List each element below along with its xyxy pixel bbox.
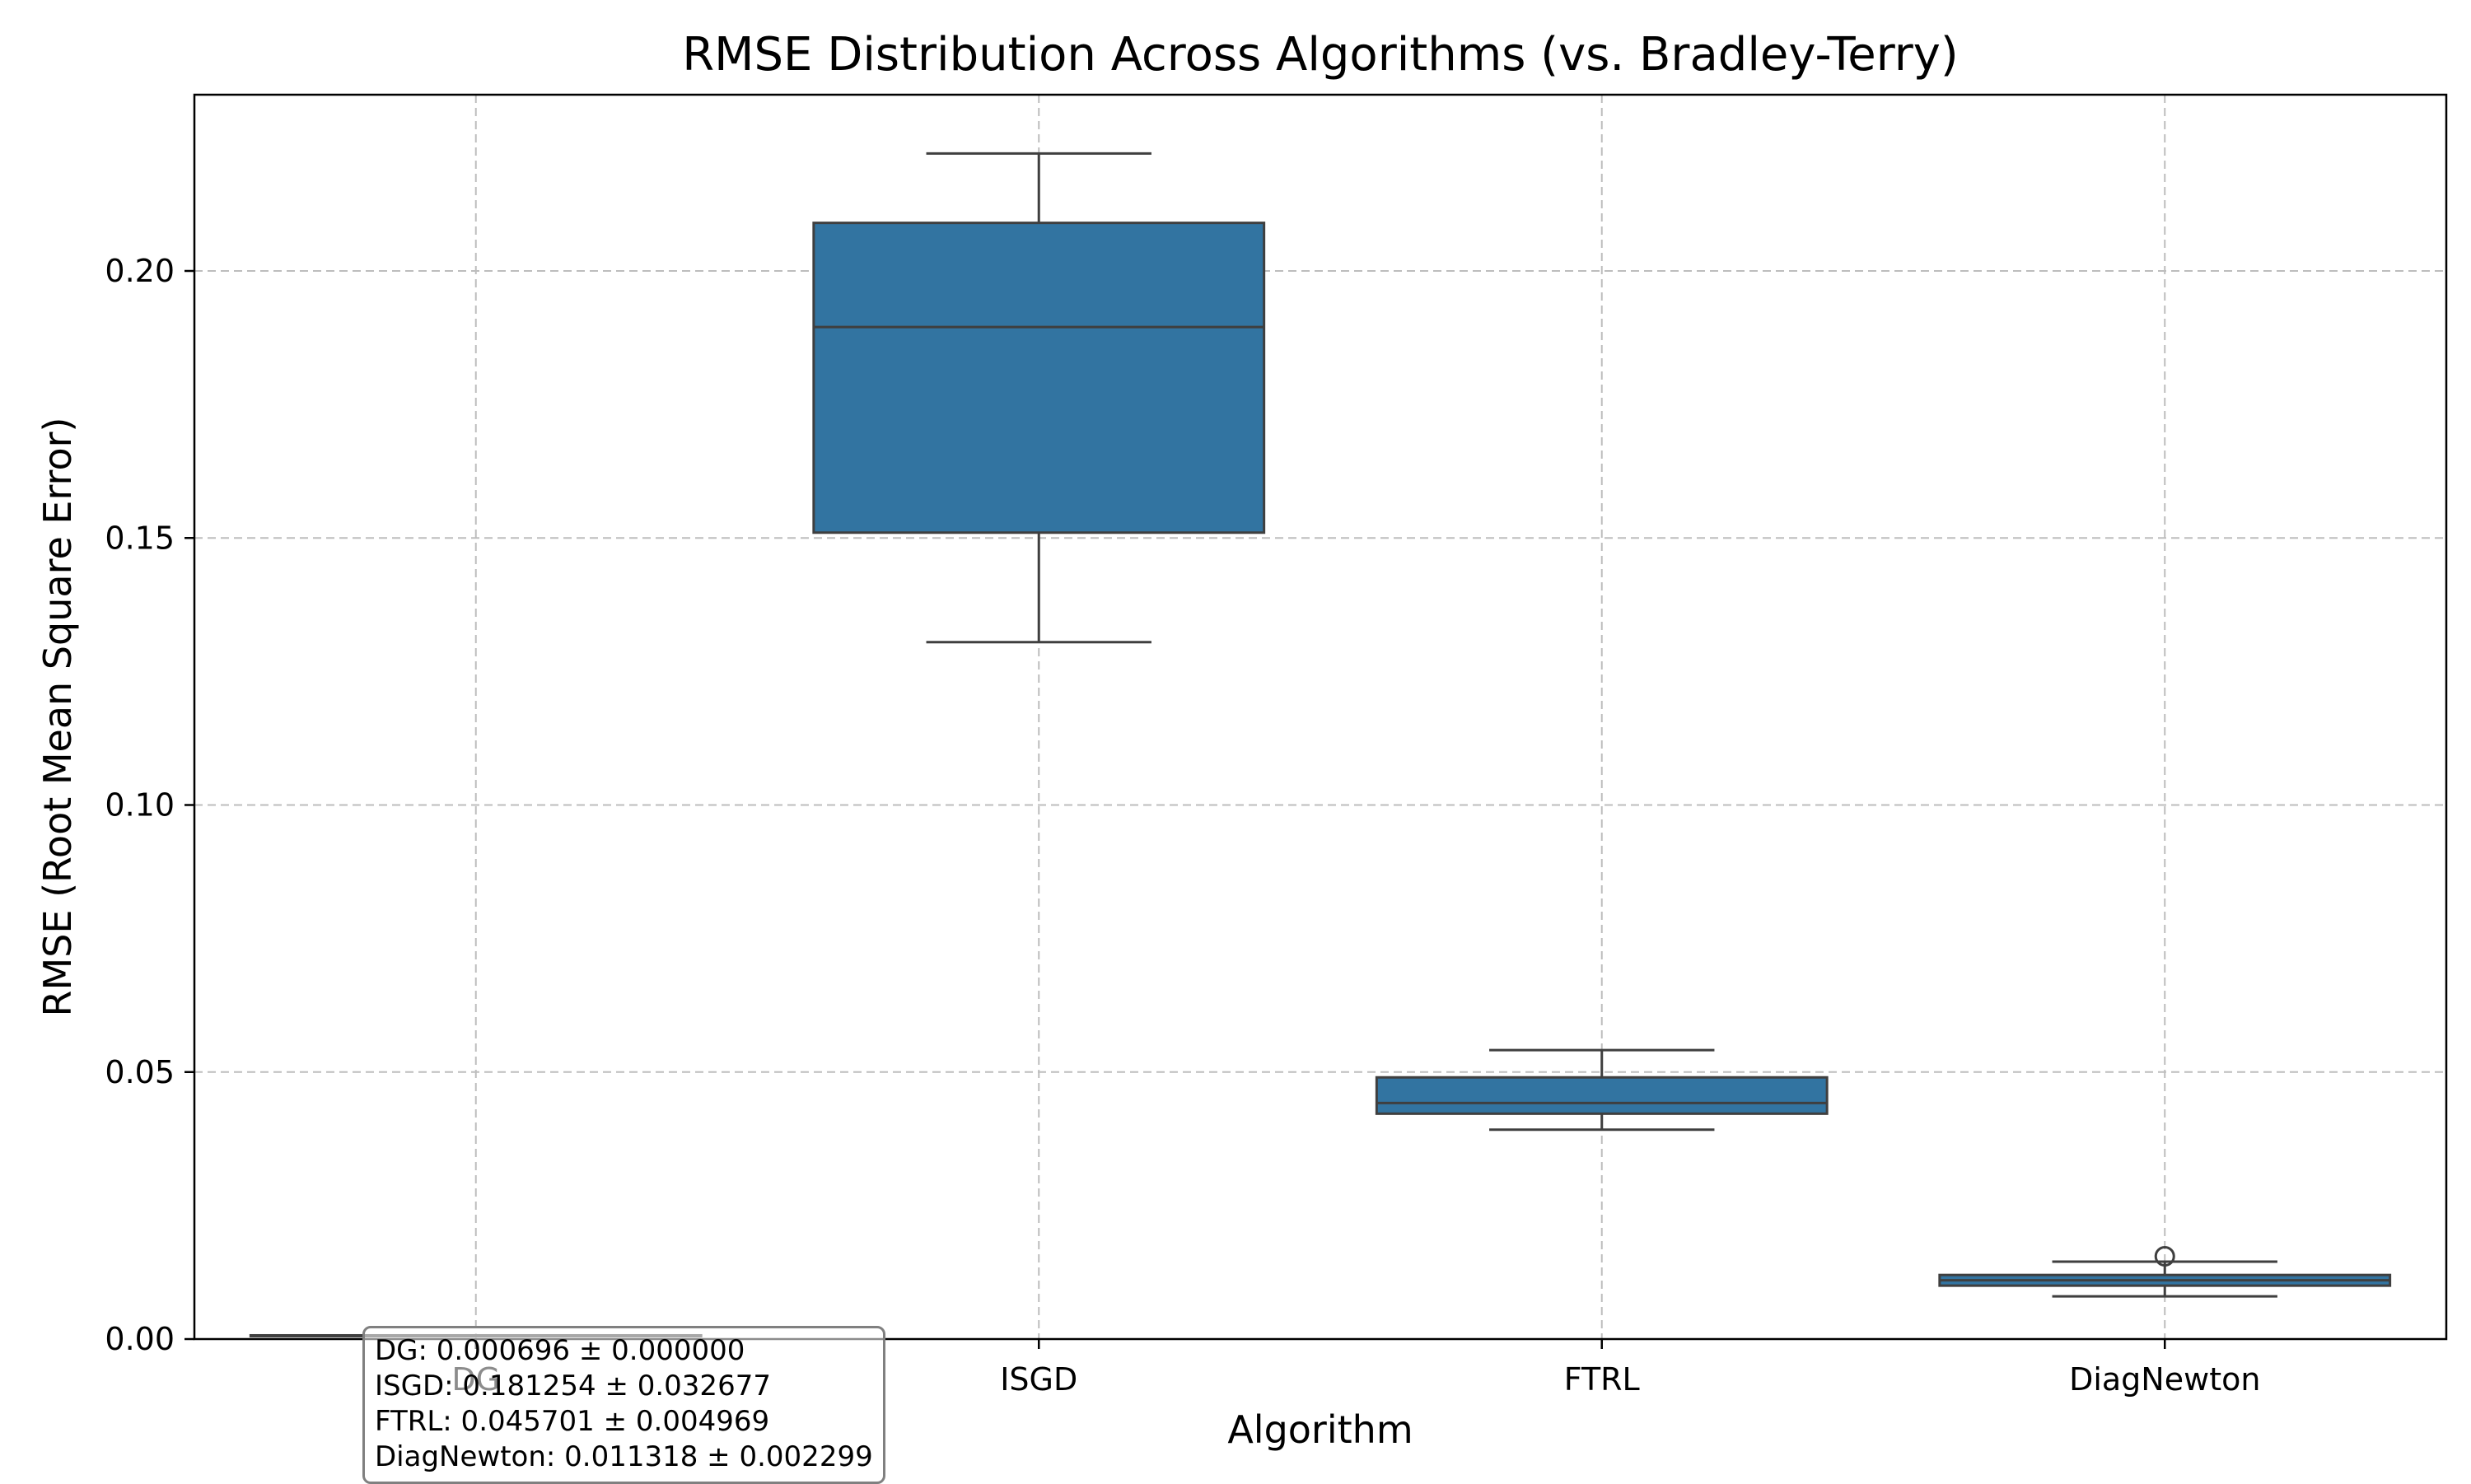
iqr-box [1375,1076,1829,1115]
grid-lines [194,95,2446,1340]
y-tick-label: 0.15 [105,520,175,556]
iqr-box [812,222,1266,534]
x-tick-label: DiagNewton [2069,1361,2260,1398]
y-axis-label: RMSE (Root Mean Square Error) [35,418,80,1017]
x-tick-label: ISGD [1000,1361,1077,1398]
stats-line-isgd: ISGD: 0.181254 ± 0.032677 [375,1370,771,1402]
outlier-point [2154,1245,2175,1267]
stats-line-dg: DG: 0.000696 ± 0.000000 [375,1334,745,1367]
y-axis-ticks: 0.00 0.05 0.10 0.15 0.20 [105,253,194,1357]
stats-summary-box: DG: 0.000696 ± 0.000000 ISGD: 0.181254 ±… [362,1326,885,1484]
plot-area-frame [193,93,2448,1341]
y-tick-label: 0.00 [105,1321,175,1357]
stats-line-ftrl: FTRL: 0.045701 ± 0.004969 [375,1405,770,1438]
x-tick-label: FTRL [1564,1361,1640,1398]
box-diagnewton [1938,1245,2392,1298]
y-tick-label: 0.05 [105,1054,175,1090]
chart-title: RMSE Distribution Across Algorithms (vs.… [682,28,1959,82]
box-isgd [812,152,1266,644]
y-tick-label: 0.20 [105,253,175,289]
y-tick-label: 0.10 [105,787,175,824]
x-axis-label: Algorithm [1227,1407,1413,1452]
box-ftrl [1375,1048,1829,1132]
stats-line-diagnewton: DiagNewton: 0.011318 ± 0.002299 [375,1440,873,1473]
box-plot-series [249,152,2392,1337]
